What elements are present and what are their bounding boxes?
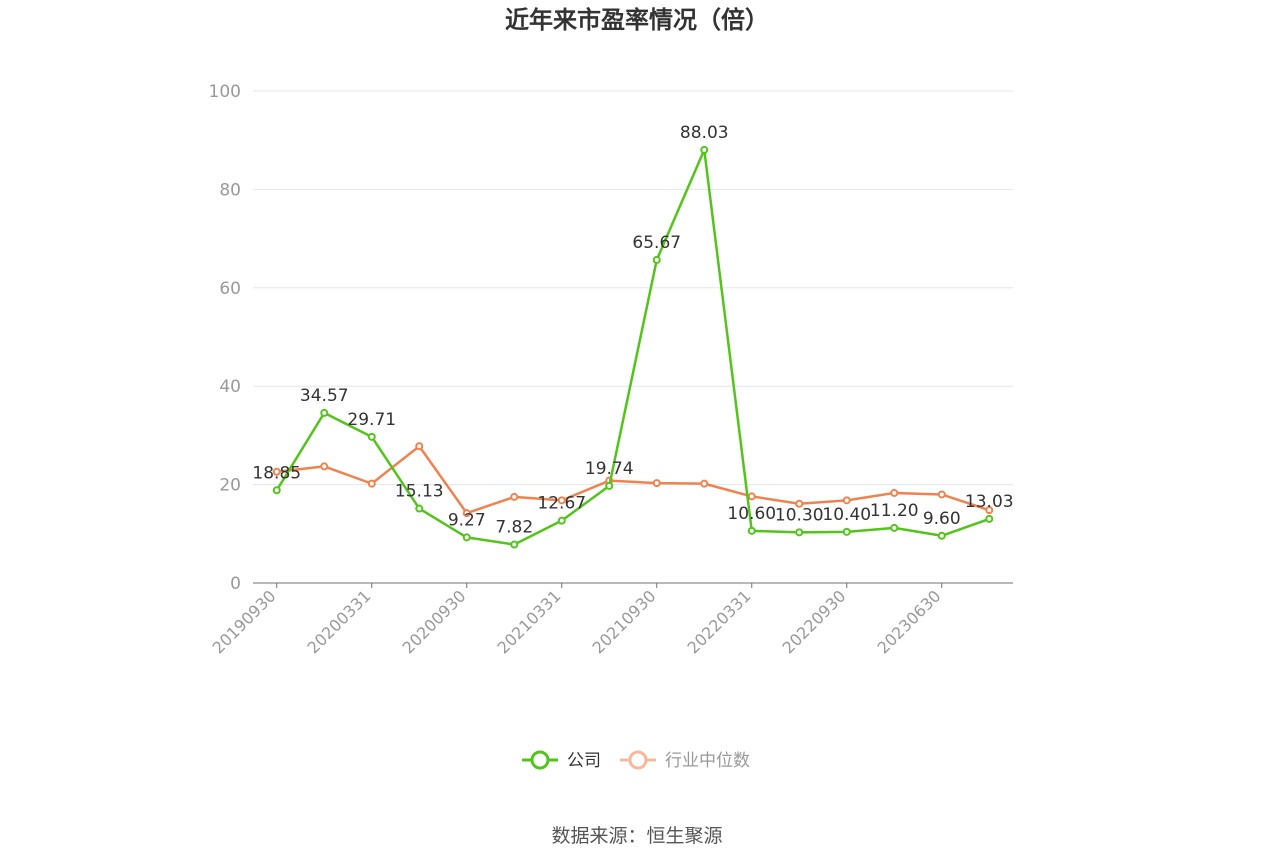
legend-marker <box>628 750 648 770</box>
x-tick-label: 20190930 <box>209 586 280 657</box>
x-tick-label: 20230630 <box>874 586 945 657</box>
x-tick-label: 20200331 <box>304 586 375 657</box>
y-tick-label: 80 <box>219 180 241 200</box>
data-point[interactable] <box>937 531 946 540</box>
data-point[interactable] <box>652 479 661 488</box>
data-point[interactable] <box>462 533 471 542</box>
series-line-1 <box>276 444 990 515</box>
x-tick-label: 20200930 <box>399 586 470 657</box>
data-label: 9.60 <box>923 509 961 529</box>
y-tick-label: 100 <box>209 82 241 102</box>
data-point[interactable] <box>985 506 994 515</box>
x-tick-label: 20210331 <box>494 586 565 657</box>
data-point[interactable] <box>367 479 376 488</box>
data-point[interactable] <box>557 516 566 525</box>
data-point[interactable] <box>842 527 851 536</box>
data-point[interactable] <box>320 408 329 417</box>
x-tick-label: 20220930 <box>779 586 850 657</box>
data-point[interactable] <box>462 509 471 518</box>
legend-item-1[interactable]: 行业中位数 <box>620 750 750 771</box>
data-label: 29.71 <box>347 410 396 430</box>
data-label: 7.82 <box>495 518 533 538</box>
data-label: 10.40 <box>822 505 871 525</box>
chart-title: 近年来市盈率情况（倍） <box>505 6 769 34</box>
data-point[interactable] <box>842 496 851 505</box>
grid-lines <box>253 90 1013 486</box>
data-label: 12.67 <box>537 494 586 514</box>
data-label: 13.03 <box>965 492 1014 512</box>
series-layer <box>272 145 994 549</box>
data-label: 10.60 <box>727 504 776 524</box>
data-point[interactable] <box>510 492 519 501</box>
data-point[interactable] <box>747 526 756 535</box>
data-point[interactable] <box>795 528 804 537</box>
data-point[interactable] <box>937 490 946 499</box>
data-point[interactable] <box>415 442 424 451</box>
data-label: 18.85 <box>252 463 301 483</box>
data-point[interactable] <box>272 486 281 495</box>
legend-item-0[interactable]: 公司 <box>522 750 601 771</box>
legend-label: 行业中位数 <box>665 751 750 771</box>
data-point[interactable] <box>700 479 709 488</box>
y-axis-ticks: 0 20 40 60 80 100 <box>209 82 241 594</box>
data-point[interactable] <box>890 488 899 497</box>
x-tick-label: 20210930 <box>589 586 660 657</box>
y-tick-label: 0 <box>230 574 241 594</box>
data-label: 88.03 <box>680 123 729 143</box>
data-label: 9.27 <box>448 510 486 530</box>
y-tick-label: 60 <box>219 279 241 299</box>
legend-marker <box>530 750 550 770</box>
data-point[interactable] <box>700 145 709 154</box>
data-label: 11.20 <box>870 501 919 521</box>
data-point[interactable] <box>415 504 424 513</box>
data-point[interactable] <box>510 540 519 549</box>
series-line-0 <box>275 148 990 546</box>
y-tick-label: 20 <box>219 476 241 496</box>
data-label: 34.57 <box>300 386 349 406</box>
data-point[interactable] <box>320 462 329 471</box>
y-tick-label: 40 <box>219 377 241 397</box>
data-point[interactable] <box>985 514 994 523</box>
data-label: 10.30 <box>775 505 824 525</box>
data-point[interactable] <box>367 432 376 441</box>
legend[interactable]: 公司 行业中位数 <box>522 750 750 771</box>
x-tick-label: 20220331 <box>684 586 755 657</box>
legend-label: 公司 <box>567 751 601 771</box>
data-point[interactable] <box>747 492 756 501</box>
data-point[interactable] <box>890 523 899 532</box>
x-axis-ticks: 20190930 20200331 20200930 20210331 20210930… <box>209 583 945 657</box>
data-point[interactable] <box>272 467 281 476</box>
data-label: 15.13 <box>395 482 444 502</box>
data-point[interactable] <box>652 255 661 264</box>
data-point[interactable] <box>605 481 614 490</box>
source-note: 数据来源：恒生聚源 <box>551 825 722 847</box>
data-point[interactable] <box>557 496 566 505</box>
data-point[interactable] <box>795 499 804 508</box>
data-label: 65.67 <box>632 233 681 253</box>
data-label: 19.74 <box>585 459 634 479</box>
